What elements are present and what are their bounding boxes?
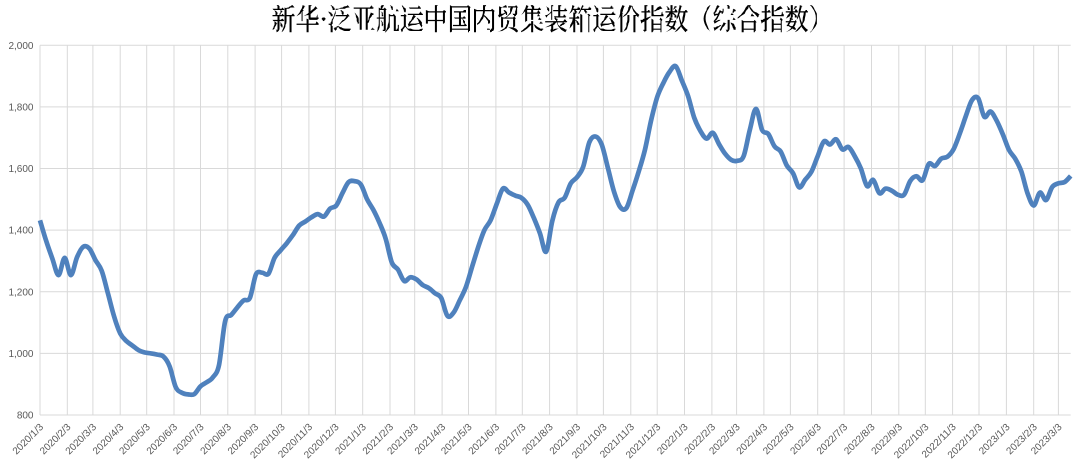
svg-text:2,000: 2,000 bbox=[8, 41, 33, 52]
svg-text:1,000: 1,000 bbox=[8, 349, 33, 360]
svg-text:800: 800 bbox=[17, 411, 34, 422]
svg-text:1,200: 1,200 bbox=[8, 287, 33, 298]
svg-text:1,400: 1,400 bbox=[8, 226, 33, 237]
svg-text:1,600: 1,600 bbox=[8, 164, 33, 175]
svg-text:1,800: 1,800 bbox=[8, 102, 33, 113]
